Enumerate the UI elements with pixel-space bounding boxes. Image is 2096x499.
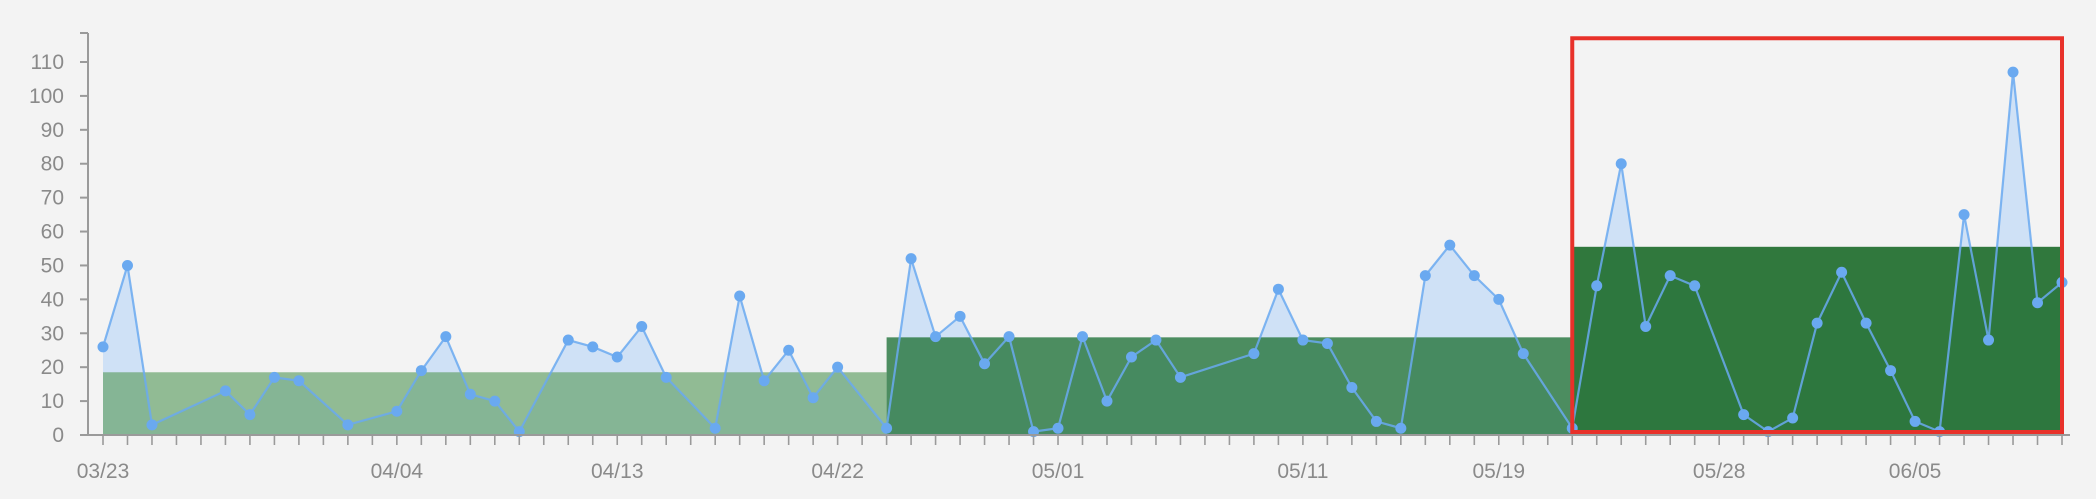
data-point: [807, 392, 819, 404]
data-point: [391, 405, 403, 417]
data-point: [219, 385, 231, 397]
data-point: [1419, 270, 1431, 282]
axes: 0 10 20 30 40 50 60 70 80 90 100 110 03/23 04/04 04/13…: [29, 32, 2070, 483]
x-tick-label: 05/01: [1032, 460, 1085, 483]
data-point: [293, 375, 305, 387]
data-point: [1787, 412, 1799, 424]
data-point: [1321, 337, 1333, 349]
data-point: [1640, 320, 1652, 332]
y-tick-label: 20: [41, 356, 64, 379]
x-tick-label: 05/19: [1473, 460, 1526, 483]
data-point: [2007, 66, 2019, 78]
x-tick-label: 03/23: [77, 460, 130, 483]
data-point: [1444, 239, 1456, 251]
data-point: [1909, 415, 1921, 427]
y-tick-label: 70: [41, 187, 64, 210]
data-point: [1468, 270, 1480, 282]
data-point: [1395, 422, 1407, 434]
data-point: [734, 290, 746, 302]
data-point: [930, 331, 942, 343]
data-point: [954, 310, 966, 322]
data-point: [1052, 422, 1064, 434]
data-point: [1077, 331, 1088, 343]
data-point: [1811, 317, 1823, 329]
data-point: [636, 320, 648, 332]
data-point: [611, 351, 623, 363]
data-point: [1101, 395, 1113, 407]
data-point: [489, 395, 501, 407]
y-tick-label: 50: [41, 254, 64, 277]
data-point: [2032, 297, 2044, 309]
data-point: [464, 388, 476, 400]
average-band-2: [886, 337, 1573, 435]
y-tick-label: 40: [41, 288, 64, 311]
data-point: [1346, 382, 1358, 394]
data-point: [440, 331, 452, 343]
y-tick-label: 100: [29, 85, 64, 108]
data-point: [1983, 334, 1995, 346]
y-tick-label: 30: [41, 322, 64, 345]
data-point: [1174, 371, 1186, 383]
data-point: [244, 409, 256, 421]
data-point: [1370, 415, 1382, 427]
data-point: [1272, 283, 1284, 295]
data-point: [758, 375, 770, 387]
data-point: [97, 341, 109, 353]
data-point: [905, 253, 917, 265]
data-point: [342, 419, 354, 431]
highlight-box-group: [1570, 36, 2064, 434]
data-point: [1664, 270, 1676, 282]
data-point: [1493, 293, 1505, 305]
series-line: [101, 72, 2063, 434]
data-point: [1248, 348, 1260, 360]
data-point: [709, 422, 721, 434]
average-bands: [103, 246, 2062, 435]
x-tick-label: 05/11: [1277, 460, 1328, 483]
data-point: [1003, 331, 1015, 343]
data-point: [1958, 209, 1970, 221]
data-point: [979, 358, 991, 370]
data-point: [832, 361, 844, 373]
y-tick-label: 110: [31, 51, 64, 74]
data-point: [1615, 158, 1627, 170]
y-tick-label: 0: [52, 424, 64, 447]
data-point: [1860, 317, 1872, 329]
data-point: [783, 344, 795, 356]
x-tick-label: 04/13: [591, 460, 644, 483]
data-point: [1150, 334, 1162, 346]
series-line-group: [101, 72, 2063, 434]
data-point: [1297, 334, 1309, 346]
data-point: [1125, 351, 1137, 363]
data-point: [121, 259, 133, 271]
data-point: [562, 334, 574, 346]
data-point: [1591, 280, 1603, 292]
y-tick-label: 80: [41, 153, 64, 176]
highlight-box: [1570, 36, 2064, 434]
x-tick-label: 05/28: [1693, 460, 1746, 483]
y-tick-label: 10: [41, 390, 64, 413]
data-point: [660, 371, 672, 383]
data-point: [1738, 409, 1750, 421]
data-point: [881, 422, 893, 434]
average-band-3: [1572, 246, 2062, 435]
x-tick-label: 06/05: [1889, 460, 1942, 483]
data-point: [1689, 280, 1701, 292]
data-point: [1836, 266, 1848, 278]
data-point: [268, 371, 280, 383]
data-point: [587, 341, 599, 353]
data-point: [1517, 348, 1529, 360]
y-tick-label: 90: [41, 119, 64, 142]
y-tick-label: 60: [41, 221, 64, 244]
data-point: [1885, 365, 1897, 377]
x-tick-label: 04/04: [371, 460, 424, 483]
x-tick-label: 04/22: [811, 460, 864, 483]
data-point: [146, 419, 158, 431]
data-point: [415, 365, 427, 377]
